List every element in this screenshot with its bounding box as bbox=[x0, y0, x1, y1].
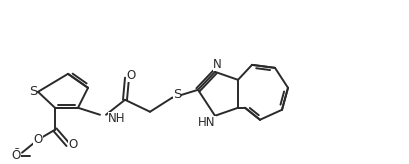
Text: O: O bbox=[11, 149, 20, 162]
Text: O: O bbox=[33, 133, 43, 146]
Text: O: O bbox=[126, 69, 135, 82]
Text: HN: HN bbox=[198, 116, 215, 129]
Text: O: O bbox=[13, 148, 21, 158]
Text: S: S bbox=[29, 85, 37, 98]
Text: O: O bbox=[68, 138, 77, 151]
Text: S: S bbox=[172, 88, 181, 101]
Text: N: N bbox=[212, 58, 221, 71]
Text: NH: NH bbox=[108, 112, 125, 125]
